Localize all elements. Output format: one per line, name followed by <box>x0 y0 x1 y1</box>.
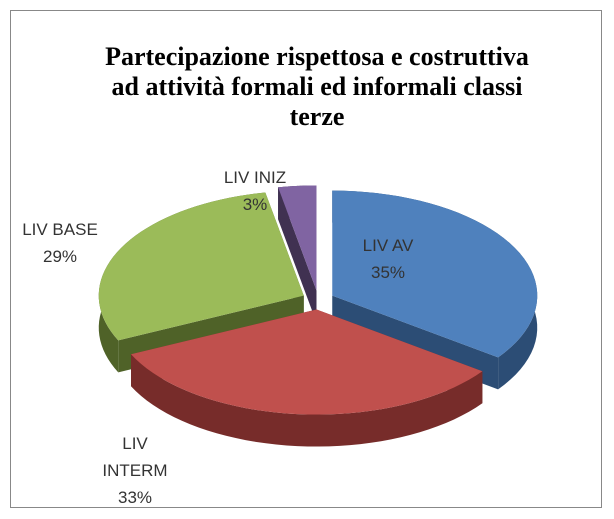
slice-top <box>278 185 317 291</box>
data-label: LIV INTERM <box>102 434 168 480</box>
data-label: LIV AV <box>362 236 414 255</box>
data-label-value: 3% <box>242 195 268 214</box>
slice <box>278 185 317 323</box>
data-label-value: 33% <box>117 488 153 507</box>
slice-side <box>131 354 483 447</box>
chart-title: Partecipazione rispettosa e costruttiva … <box>105 42 529 131</box>
slice-top <box>332 190 538 358</box>
chart-frame <box>10 10 602 508</box>
data-label-value: 35% <box>370 263 406 282</box>
data-label: LIV INIZ <box>223 168 287 187</box>
slice <box>131 309 483 447</box>
data-label: LIV BASE <box>22 220 98 239</box>
slice-top <box>131 309 483 415</box>
slice-top <box>98 192 304 341</box>
data-label-value: 29% <box>42 247 78 266</box>
slice-wall <box>278 187 317 323</box>
